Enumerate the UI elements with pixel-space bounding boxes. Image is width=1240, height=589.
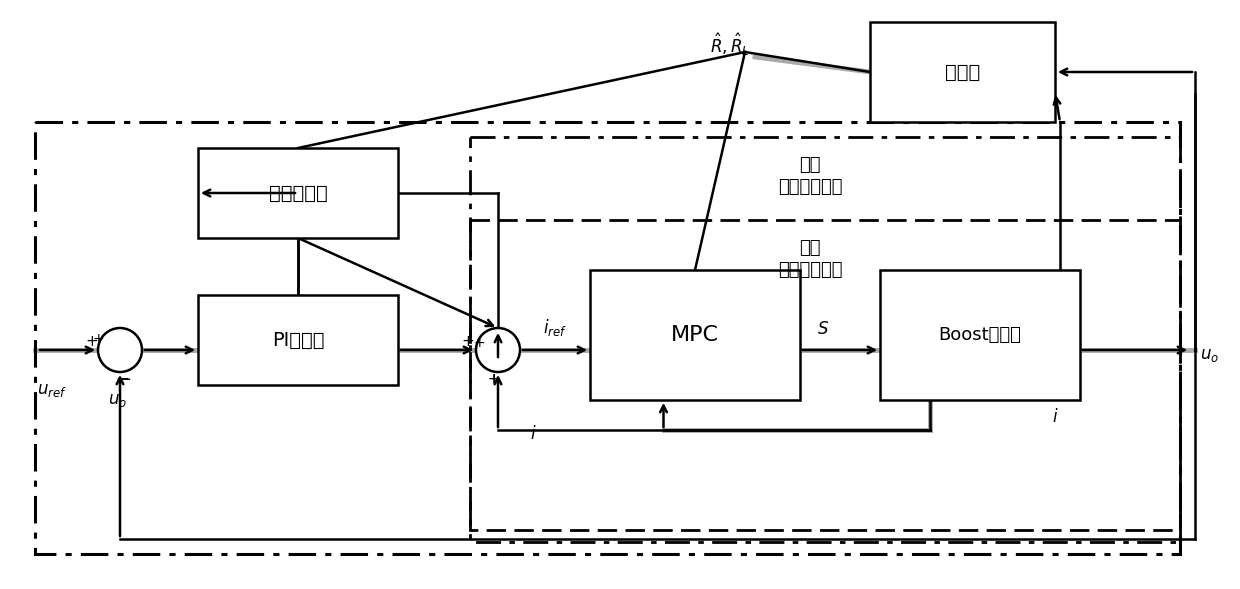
Text: $u_o$: $u_o$	[1200, 346, 1219, 364]
Bar	[590, 270, 800, 400]
Text: （电压控制）: （电压控制）	[777, 178, 842, 196]
Text: 外环: 外环	[800, 156, 821, 174]
Text: +: +	[474, 336, 485, 350]
Text: +: +	[487, 372, 500, 386]
Text: +: +	[93, 332, 104, 346]
Text: 内环: 内环	[800, 239, 821, 257]
Text: $u_{ref}$: $u_{ref}$	[37, 381, 67, 399]
Bar	[870, 22, 1055, 122]
Text: $u_o$: $u_o$	[108, 391, 128, 409]
Text: 前馈补偿器: 前馈补偿器	[269, 184, 327, 203]
Text: MPC: MPC	[671, 325, 719, 345]
Bar	[198, 148, 398, 238]
Text: Boost变换器: Boost变换器	[939, 326, 1022, 344]
Text: （电流控制）: （电流控制）	[777, 261, 842, 279]
Bar	[198, 295, 398, 385]
Text: $i_{ref}$: $i_{ref}$	[543, 317, 567, 338]
Text: −: −	[115, 370, 129, 388]
Text: +: +	[461, 335, 475, 349]
Circle shape	[476, 328, 520, 372]
Text: +: +	[86, 335, 98, 349]
Circle shape	[98, 328, 143, 372]
Text: $i$: $i$	[529, 425, 537, 443]
Text: $\hat{R}, \hat{R}_L$: $\hat{R}, \hat{R}_L$	[711, 32, 750, 58]
Text: +: +	[487, 372, 501, 388]
Text: 观测器: 观测器	[945, 62, 980, 81]
Bar	[880, 270, 1080, 400]
Text: $i$: $i$	[1052, 408, 1058, 426]
Bar	[470, 137, 1180, 542]
Text: −: −	[117, 371, 131, 389]
Bar	[35, 122, 1180, 554]
Text: S: S	[818, 320, 828, 338]
Text: PI控制器: PI控制器	[272, 330, 324, 349]
Bar	[470, 220, 1180, 530]
